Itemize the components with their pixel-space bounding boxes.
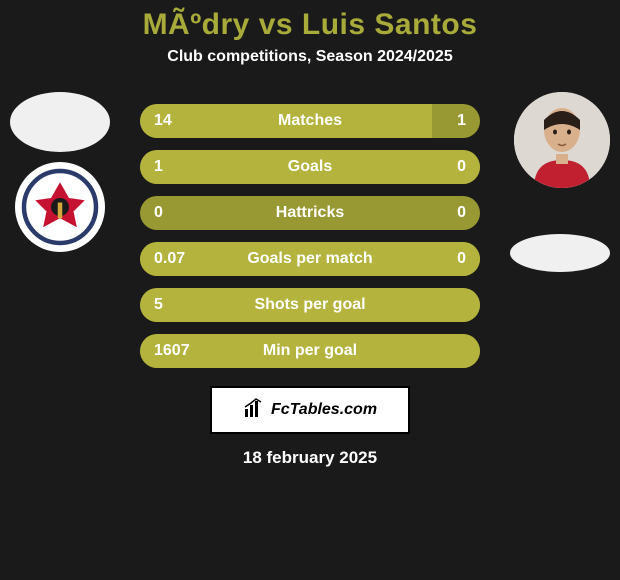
stat-right-value: 0 — [457, 250, 466, 268]
player-left-avatar — [10, 92, 110, 152]
subtitle: Club competitions, Season 2024/2025 — [0, 48, 620, 66]
player-right-avatar — [514, 92, 610, 188]
stat-label: Goals — [288, 158, 332, 176]
stat-left-value: 0.07 — [154, 250, 185, 268]
stat-label: Goals per match — [247, 250, 372, 268]
stat-row: 0 Hattricks 0 — [140, 196, 480, 230]
comparison-content: 14 Matches 1 1 Goals 0 0 Hattricks 0 0.07 Goals pe… — [0, 104, 620, 468]
stat-right-value: 0 — [457, 158, 466, 176]
team-right-badge — [510, 234, 610, 272]
team-left-badge — [15, 162, 105, 252]
stat-label: Matches — [278, 112, 342, 130]
stat-label: Min per goal — [263, 342, 357, 360]
chart-icon — [243, 397, 265, 424]
avatar-icon — [514, 92, 610, 188]
team-badge-icon — [15, 162, 105, 252]
stat-right-value: 0 — [457, 204, 466, 222]
stat-bars: 14 Matches 1 1 Goals 0 0 Hattricks 0 0.07 Goals pe… — [140, 104, 480, 368]
stat-right-value: 1 — [457, 112, 466, 130]
header: MÃºdry vs Luis Santos Club competitions,… — [0, 0, 620, 66]
logo-text: FcTables.com — [271, 401, 377, 419]
stat-row: 0.07 Goals per match 0 — [140, 242, 480, 276]
stat-left-value: 1 — [154, 158, 163, 176]
page-title: MÃºdry vs Luis Santos — [0, 8, 620, 42]
stat-left-value: 5 — [154, 296, 163, 314]
fctables-logo[interactable]: FcTables.com — [210, 386, 410, 434]
stat-left-value: 0 — [154, 204, 163, 222]
stat-label: Hattricks — [276, 204, 344, 222]
stat-left-value: 14 — [154, 112, 172, 130]
stat-row: 1 Goals 0 — [140, 150, 480, 184]
stat-label: Shots per goal — [254, 296, 365, 314]
stat-left-value: 1607 — [154, 342, 190, 360]
date-caption: 18 february 2025 — [0, 448, 620, 468]
stat-row: 1607 Min per goal — [140, 334, 480, 368]
stat-row: 5 Shots per goal — [140, 288, 480, 322]
stat-row: 14 Matches 1 — [140, 104, 480, 138]
